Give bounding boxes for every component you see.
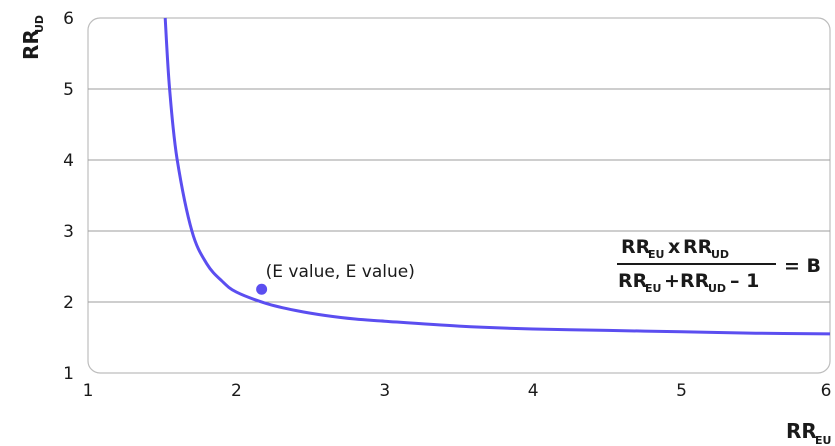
e-value-label: (E value, E value)	[266, 262, 415, 282]
x-tick-label-6: 6	[821, 381, 832, 401]
tick-labels: 1 2 3 4 5 6 1 2 3 4 5 6	[63, 9, 831, 401]
x-tick-label-1: 1	[83, 381, 94, 401]
formula-rhs: = B	[784, 255, 821, 277]
y-tick-label-6: 6	[63, 9, 74, 29]
y-tick-label-5: 5	[63, 80, 74, 100]
x-tick-label-4: 4	[528, 381, 539, 401]
x-tick-label-2: 2	[231, 381, 242, 401]
series-line	[163, 17, 831, 336]
x-tick-label-5: 5	[676, 381, 687, 401]
formula-numerator-rr-ud: RR	[683, 236, 713, 258]
svg-text:UD: UD	[33, 15, 46, 33]
formula-denominator-rr-eu: RR	[618, 270, 648, 292]
formula-numerator-eu-sub: EU	[648, 248, 664, 261]
y-tick-label-4: 4	[63, 151, 74, 171]
y-axis-label: RR UD	[19, 15, 46, 60]
formula-denominator-ud-sub: UD	[708, 282, 726, 295]
grid-lines	[88, 88, 830, 303]
y-tick-label-2: 2	[63, 293, 74, 313]
svg-text:EU: EU	[815, 434, 831, 446]
x-tick-label-3: 3	[379, 381, 390, 401]
formula: RR EU x RR UD RR EU + RR UD – 1 = B	[617, 236, 821, 295]
svg-text:RR: RR	[786, 419, 817, 443]
formula-numerator-op: x	[668, 236, 680, 258]
plot-area-frame	[87, 17, 831, 374]
formula-denominator-eu-sub: EU	[645, 282, 661, 295]
formula-denominator-op: +	[664, 270, 680, 292]
e-value-point	[256, 283, 268, 295]
x-axis-label: RR EU	[786, 419, 831, 446]
formula-numerator-rr-eu: RR	[621, 236, 651, 258]
formula-numerator-ud-sub: UD	[711, 248, 729, 261]
formula-denominator-tail: – 1	[730, 270, 759, 292]
formula-denominator-rr-ud: RR	[680, 270, 710, 292]
y-tick-label-3: 3	[63, 222, 74, 242]
y-tick-label-1: 1	[63, 364, 74, 384]
svg-text:RR: RR	[19, 29, 43, 60]
